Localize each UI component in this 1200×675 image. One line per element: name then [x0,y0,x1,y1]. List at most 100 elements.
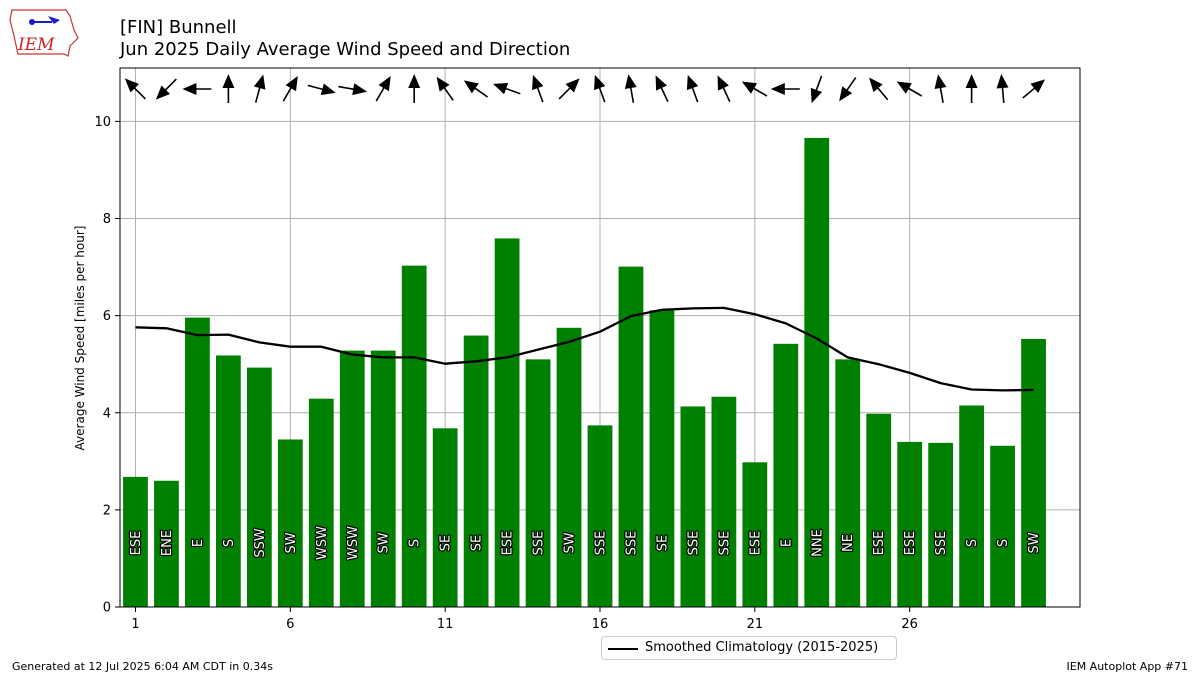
generated-timestamp: Generated at 12 Jul 2025 6:04 AM CDT in … [12,660,273,673]
wind-arrow-head [285,76,298,92]
wind-arrow [558,78,580,100]
bar [1021,338,1046,607]
wind-arrow [934,74,947,103]
wind-arrow [896,81,923,97]
bar [308,398,334,607]
direction-label: ESE [129,531,144,556]
wind-arrow [810,75,823,104]
wind-arrow-head [655,75,667,91]
direction-label: NNE [810,529,825,557]
wind-arrow [655,75,669,103]
wind-arrow [741,81,768,97]
chart-title: [FIN] Bunnell [120,17,237,38]
bar [246,367,272,607]
wind-arrow [594,74,606,103]
wind-arrow-head [839,86,853,102]
y-tick-label: 8 [103,212,111,227]
y-tick-label: 6 [103,309,111,324]
legend-label: Smoothed Climatology (2015-2025) [645,640,879,655]
x-tick-label: 26 [901,617,918,632]
wind-arrow [463,80,489,98]
wind-arrow-head [493,83,509,95]
wind-arrow [1022,79,1046,99]
chart-subtitle: Jun 2025 Daily Average Wind Speed and Di… [120,39,571,60]
bar [277,439,303,607]
wind-arrow [717,75,731,103]
direction-label: E [779,539,794,547]
app-label: IEM Autoplot App #71 [1066,660,1189,673]
legend-line-swatch [608,648,638,650]
direction-label: S [965,539,980,547]
bar [928,442,954,607]
x-tick-label: 16 [592,617,609,632]
wind-arrows [124,74,1046,104]
direction-label: SW [1027,532,1042,553]
wind-arrow [869,77,889,101]
bar [525,359,551,607]
x-tick-label: 21 [747,617,764,632]
wind-arrow [532,74,544,103]
wind-arrow-head [378,76,391,92]
bar [123,476,148,607]
x-tick-label: 11 [437,617,454,632]
wind-arrow [770,83,800,95]
legend: Smoothed Climatology (2015-2025) [601,636,897,660]
wind-arrow-head [594,74,606,91]
x-tick-label: 1 [131,617,139,632]
wind-arrow-head [686,74,699,91]
wind-arrow [222,74,235,103]
wind-arrow-shaft [558,85,573,100]
bar [463,335,489,607]
x-tick-label: 6 [286,617,294,632]
wind-arrow-shaft [338,85,357,91]
direction-label: SW [377,532,392,553]
direction-label: WSW [315,526,330,560]
direction-label: SSE [532,531,547,556]
wind-arrow-head [565,78,580,93]
wind-arrow-shaft [1022,85,1038,99]
wind-arrow [408,74,421,103]
wind-arrow-head [320,83,336,96]
wind-arrow [436,76,454,101]
wind-arrow [493,83,521,95]
direction-label: NE [841,534,856,552]
direction-label: ESE [748,531,763,556]
direction-label: SSW [253,528,268,558]
bar [401,265,427,607]
direction-labels: ESE ENE E S SSW SW WSW WSW SW S SE SE ESE SSE SW SSE SSE… [128,525,1043,562]
wind-arrow [282,76,298,102]
wind-arrow-head [741,81,757,94]
y-tick-label: 2 [103,503,111,518]
wind-arrow-head [934,74,947,90]
bar [835,359,861,607]
bar [154,480,179,607]
wind-arrow-head [182,83,197,95]
direction-label: ESE [501,531,516,556]
y-tick-label: 10 [94,115,111,130]
bar [866,413,892,607]
wind-arrow-head [624,74,637,90]
y-axis-ticks: 0 2 4 6 8 10 [94,115,120,616]
wind-arrow-head [352,83,368,96]
y-axis-label: Average Wind Speed [miles per hour] [73,226,87,451]
wind-arrow-head [408,74,421,88]
bar [587,425,613,607]
wind-arrow [182,83,212,95]
wind-arrow-head [124,78,140,93]
x-axis-ticks: 1 6 11 16 21 26 [131,607,918,632]
wind-arrow-head [532,74,544,91]
wind-arrow [686,74,699,103]
bar [432,428,458,607]
bars [123,137,1046,608]
bar [618,266,644,607]
direction-label: SE [470,535,485,551]
direction-label: ESE [903,531,918,556]
iem-logo-text: IEM [17,35,55,55]
wind-arrow-shaft [844,77,857,93]
bar [494,238,520,607]
wind-arrow [839,77,857,102]
wind-arrow-head [965,74,978,88]
bar [339,350,365,607]
direction-label: ESE [872,531,887,556]
